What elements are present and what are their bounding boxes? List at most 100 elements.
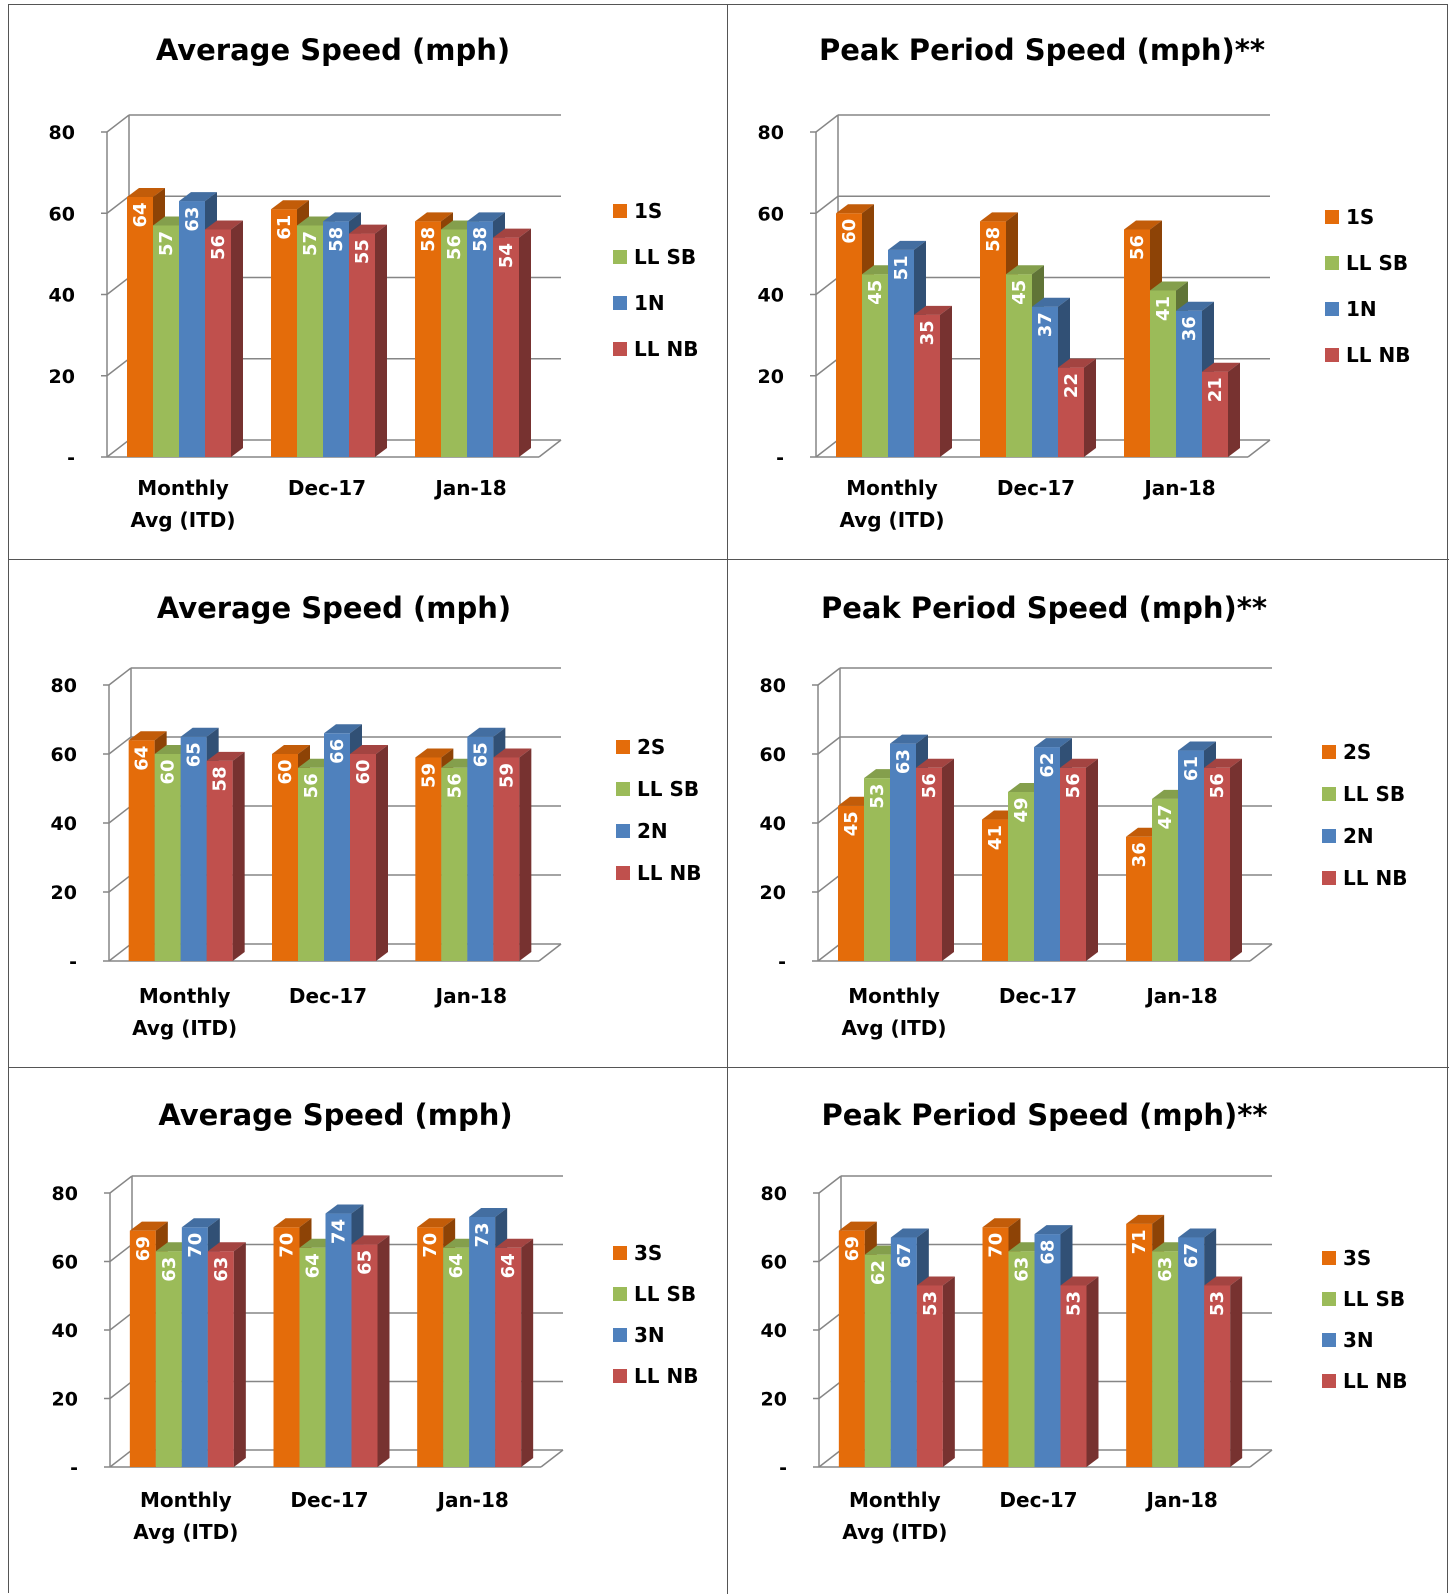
legend-entry: 1N — [1346, 297, 1377, 321]
bar-front — [1204, 767, 1230, 961]
bar: 65 — [351, 1235, 390, 1467]
data-label: 66 — [327, 739, 348, 764]
chart-title: Peak Period Speed (mph)** — [821, 591, 1267, 625]
data-label: 56 — [444, 235, 465, 260]
data-label: 63 — [159, 1257, 180, 1282]
bar-front — [180, 736, 207, 961]
bar-top — [1124, 220, 1162, 230]
data-label: 36 — [1129, 842, 1150, 867]
chart-2s-average-speed: Average Speed (mph)-2040608064606558Mont… — [51, 591, 702, 1040]
y-tick-label: - — [778, 951, 786, 973]
legend-swatch — [613, 342, 627, 356]
bar-top — [129, 1221, 168, 1231]
bar-front — [1202, 371, 1228, 457]
data-label: 55 — [352, 239, 373, 264]
x-tick-label: Dec-17 — [288, 476, 366, 500]
data-label: 61 — [1181, 756, 1202, 781]
data-label: 47 — [1155, 804, 1176, 829]
chart-grid: Average Speed (mph) -20 40 60 80 64 57 63 56 Mont… — [8, 4, 1449, 1594]
chart-title: Peak Period Speed (mph)** — [821, 1098, 1267, 1132]
data-label: 21 — [1205, 377, 1226, 402]
grid-divider-horizontal-1 — [9, 559, 1449, 560]
bar-front — [982, 1227, 1009, 1467]
bar-top — [1034, 738, 1072, 748]
y-tick-label: - — [70, 1457, 78, 1479]
bar-front — [1150, 290, 1176, 457]
bar-front — [1032, 306, 1058, 457]
bar-top — [980, 212, 1018, 222]
bar-front — [415, 221, 441, 457]
data-label: 60 — [158, 759, 179, 784]
legend-entry: 2N — [1343, 824, 1374, 848]
legend-swatch — [1322, 1374, 1336, 1388]
y-tick-label: - — [776, 447, 784, 469]
y-tick-label: 40 — [758, 285, 784, 307]
bar-side — [1086, 758, 1098, 961]
gridline-side — [815, 114, 839, 133]
bar-top — [916, 758, 954, 768]
legend-entry: LL SB — [634, 245, 696, 269]
legend-swatch — [1322, 787, 1336, 801]
bar-side — [231, 220, 243, 457]
bar: 64 — [495, 1238, 534, 1467]
data-label: 60 — [353, 759, 374, 784]
bar-top — [273, 1218, 312, 1228]
y-tick-label: 20 — [760, 882, 786, 904]
bar-top — [1060, 1276, 1099, 1286]
bar: 56 — [205, 220, 243, 457]
legend-entry: 2S — [637, 735, 665, 759]
bar-front — [864, 778, 890, 961]
bar-top — [467, 727, 506, 737]
x-tick-label: Avg (ITD) — [130, 508, 235, 532]
x-tick-label: Dec-17 — [997, 476, 1075, 500]
bar-top — [271, 200, 309, 210]
bar-front — [272, 754, 298, 961]
grid-divider-horizontal-2 — [9, 1067, 1449, 1068]
bar-front — [351, 1244, 378, 1467]
gridline-side — [108, 736, 132, 755]
gridline-side — [818, 1312, 842, 1331]
legend-entry: LL NB — [634, 1364, 698, 1388]
x-tick-label: Avg (ITD) — [841, 1016, 946, 1040]
legend-swatch — [616, 824, 630, 838]
data-label: 74 — [329, 1219, 350, 1244]
bar: 69 — [129, 1221, 168, 1467]
chart-3s-peak-speed: Peak Period Speed (mph)**-20406080696267… — [761, 1098, 1408, 1544]
legend-entry: LL SB — [1346, 251, 1408, 275]
bar-top — [1176, 301, 1214, 311]
legend-swatch — [616, 866, 630, 880]
bar-top — [325, 1204, 364, 1214]
bar-front — [154, 754, 181, 961]
bar-front — [982, 819, 1008, 961]
bar-front — [1126, 836, 1152, 961]
bar-top — [349, 224, 387, 234]
bar-top — [415, 748, 454, 758]
bar-top — [415, 212, 453, 222]
y-tick-label: 80 — [49, 122, 75, 144]
x-tick-label: Jan-18 — [1142, 476, 1215, 500]
y-tick-label: 20 — [52, 1389, 78, 1411]
bar: 53 — [1204, 1276, 1243, 1467]
legend-swatch — [613, 296, 627, 310]
bar-side — [233, 1242, 246, 1467]
legend-entry: 1S — [634, 199, 662, 223]
bar-front — [1126, 1223, 1153, 1467]
y-tick-label: 60 — [758, 203, 784, 225]
data-label: 41 — [1153, 296, 1174, 321]
bar-front — [129, 1230, 156, 1467]
y-tick-label: 80 — [758, 122, 784, 144]
y-tick-label: 20 — [761, 1389, 787, 1411]
data-label: 61 — [274, 215, 295, 240]
y-tick-label: 60 — [761, 1252, 787, 1274]
chart-panel-5: Average Speed (mph) -20 40 60 80 69 63 70 63 Mont… — [9, 1069, 725, 1593]
bar-top — [180, 727, 219, 737]
y-tick-label: 40 — [52, 1320, 78, 1342]
data-label: 62 — [868, 1260, 889, 1285]
floor-edge — [1247, 439, 1271, 458]
data-label: 45 — [1009, 280, 1030, 305]
data-label: 45 — [865, 280, 886, 305]
data-label: 45 — [841, 811, 862, 836]
data-label: 37 — [1035, 312, 1056, 337]
bar-side — [375, 224, 387, 457]
legend-entry: LL SB — [634, 1282, 696, 1306]
